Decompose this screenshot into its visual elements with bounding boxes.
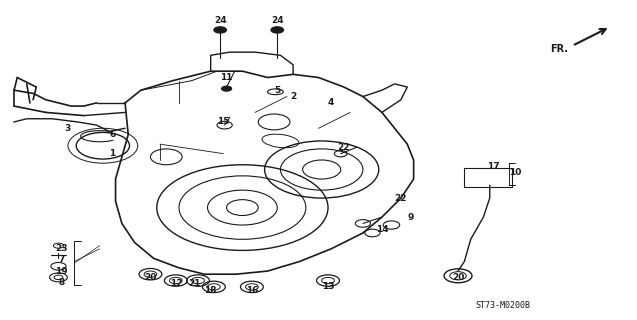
Text: 11: 11: [220, 73, 233, 82]
Text: 4: 4: [328, 99, 334, 108]
Text: 1: 1: [110, 149, 115, 158]
Text: ST73-M0200B: ST73-M0200B: [475, 301, 530, 310]
Text: 12: 12: [169, 279, 182, 288]
Text: 21: 21: [189, 279, 201, 288]
Text: 23: 23: [55, 244, 68, 253]
Text: 16: 16: [246, 285, 258, 295]
FancyBboxPatch shape: [464, 168, 512, 187]
Text: 13: 13: [322, 282, 334, 292]
Text: 3: 3: [65, 124, 71, 133]
Text: 15: 15: [217, 117, 229, 126]
Text: 20: 20: [452, 273, 464, 282]
Text: 24: 24: [214, 16, 227, 25]
Text: 10: 10: [509, 168, 521, 177]
Text: FR.: FR.: [550, 44, 568, 54]
Text: 7: 7: [59, 255, 65, 264]
Text: 24: 24: [271, 16, 283, 25]
Text: 17: 17: [487, 162, 499, 171]
Text: 22: 22: [395, 194, 407, 203]
Text: 6: 6: [110, 130, 115, 139]
Circle shape: [214, 27, 227, 33]
Text: 20: 20: [144, 273, 157, 282]
Text: 14: 14: [376, 225, 388, 234]
Text: 5: 5: [274, 86, 280, 95]
Text: 9: 9: [407, 212, 413, 222]
Circle shape: [271, 27, 283, 33]
Text: 22: 22: [338, 143, 350, 152]
Text: 2: 2: [290, 92, 296, 101]
Circle shape: [222, 86, 232, 91]
Text: 8: 8: [59, 278, 65, 287]
Text: 18: 18: [204, 285, 217, 295]
Text: 19: 19: [55, 267, 68, 276]
